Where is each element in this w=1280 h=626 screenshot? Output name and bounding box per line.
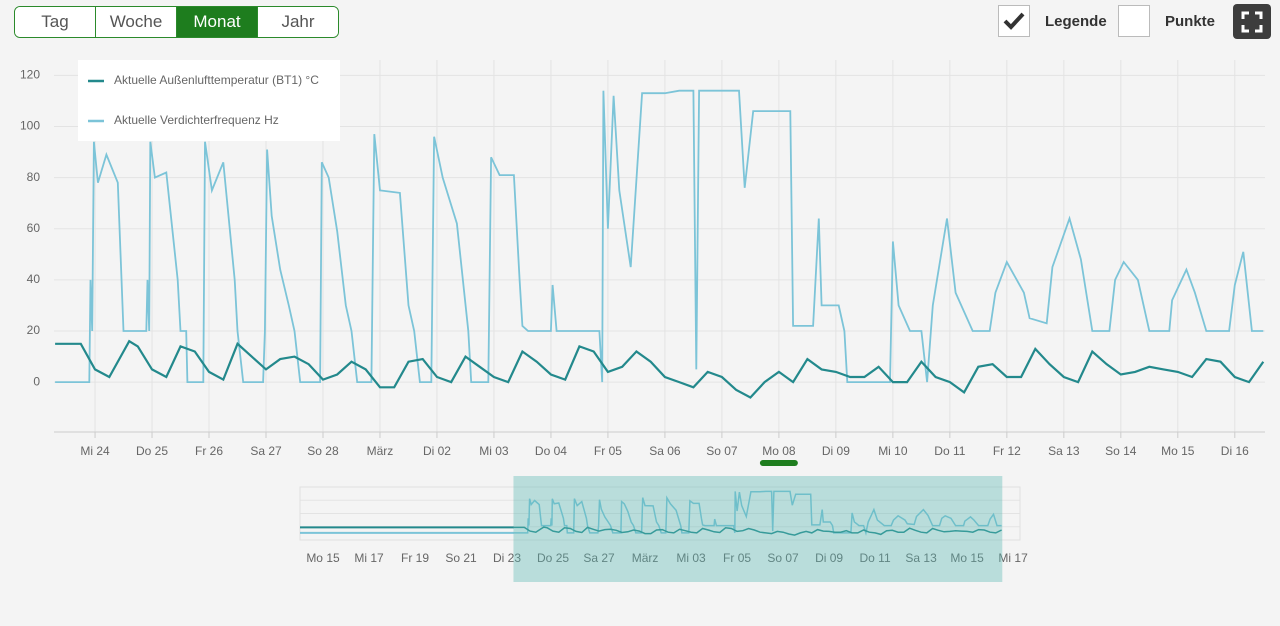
navigator-line xyxy=(513,526,1002,536)
points-checkbox[interactable] xyxy=(1118,5,1150,37)
legend-label: Aktuelle Verdichterfrequenz Hz xyxy=(114,113,279,127)
legend-checkbox[interactable] xyxy=(998,5,1030,37)
x-tick-label: Mi 24 xyxy=(80,444,110,458)
range-tabs: Tag Woche Monat Jahr xyxy=(14,6,339,38)
y-tick-label: 40 xyxy=(27,272,41,286)
y-tick-label: 120 xyxy=(20,68,40,82)
navigator-tick-label: Mo 15 xyxy=(306,551,340,565)
x-tick-label: Di 02 xyxy=(423,444,451,458)
x-tick-label: So 28 xyxy=(307,444,339,458)
y-tick-label: 60 xyxy=(27,221,41,235)
tab[interactable]: Monat xyxy=(177,7,258,37)
navigator-tick-label: März xyxy=(632,551,659,565)
x-tick-label: Do 11 xyxy=(934,444,965,458)
x-tick-label: Mi 03 xyxy=(479,444,509,458)
legend-label: Aktuelle Außenlufttemperatur (BT1) °C xyxy=(114,73,319,87)
legend-box xyxy=(78,60,340,141)
current-day-marker xyxy=(759,460,798,466)
navigator-tick-label: Mo 15 xyxy=(950,551,984,565)
navigator-tick-label: Di 23 xyxy=(493,551,521,565)
x-tick-label: Do 04 xyxy=(535,444,567,458)
legend-label: Legende xyxy=(1045,13,1107,30)
navigator-line xyxy=(513,490,1002,536)
x-tick-label: Mi 10 xyxy=(878,444,908,458)
navigator-tick-label: Mi 03 xyxy=(676,551,706,565)
navigator-tick-label: Do 11 xyxy=(860,551,891,565)
points-label: Punkte xyxy=(1165,13,1216,30)
x-tick-label: Sa 27 xyxy=(250,444,282,458)
y-tick-label: 0 xyxy=(33,374,40,388)
fullscreen-button[interactable] xyxy=(1233,4,1271,39)
x-tick-label: So 14 xyxy=(1105,444,1137,458)
x-tick-label: Mo 15 xyxy=(1161,444,1195,458)
x-tick-label: Di 16 xyxy=(1221,444,1249,458)
x-tick-label: Sa 06 xyxy=(649,444,681,458)
y-tick-label: 20 xyxy=(27,323,41,337)
x-tick-label: Fr 26 xyxy=(195,444,223,458)
check-mark xyxy=(1003,12,1025,30)
navigator-tick-label: Fr 19 xyxy=(401,551,429,565)
navigator-selection xyxy=(513,476,1003,582)
tab[interactable]: Woche xyxy=(96,7,177,37)
navigator-tick-label: Di 09 xyxy=(815,551,843,565)
x-tick-label: Sa 13 xyxy=(1048,444,1080,458)
fullscreen-icon xyxy=(1241,11,1263,33)
tab[interactable]: Jahr xyxy=(258,7,338,37)
navigator-tick-label: Do 25 xyxy=(537,551,569,565)
x-tick-label: Mo 08 xyxy=(762,444,796,458)
navigator-tick-label: Sa 27 xyxy=(583,551,615,565)
navigator-frame xyxy=(299,486,1021,541)
navigator-tick-label: Mi 17 xyxy=(354,551,384,565)
x-tick-label: So 07 xyxy=(706,444,738,458)
x-tick-label: Fr 05 xyxy=(594,444,622,458)
navigator-tick-label: Sa 13 xyxy=(905,551,937,565)
y-tick-label: 80 xyxy=(27,170,41,184)
series-line xyxy=(55,89,1264,383)
x-tick-label: Di 09 xyxy=(822,444,850,458)
x-tick-label: Fr 12 xyxy=(993,444,1021,458)
navigator-tick-label: Mi 17 xyxy=(998,551,1028,565)
navigator-tick-label: Fr 05 xyxy=(723,551,751,565)
tab[interactable]: Tag xyxy=(15,7,96,37)
navigator-tick-label: So 21 xyxy=(445,551,477,565)
y-tick-label: 100 xyxy=(20,119,40,133)
series-line xyxy=(55,339,1265,399)
x-tick-label: März xyxy=(367,444,394,458)
navigator-tick-label: So 07 xyxy=(767,551,799,565)
x-tick-label: Do 25 xyxy=(136,444,168,458)
